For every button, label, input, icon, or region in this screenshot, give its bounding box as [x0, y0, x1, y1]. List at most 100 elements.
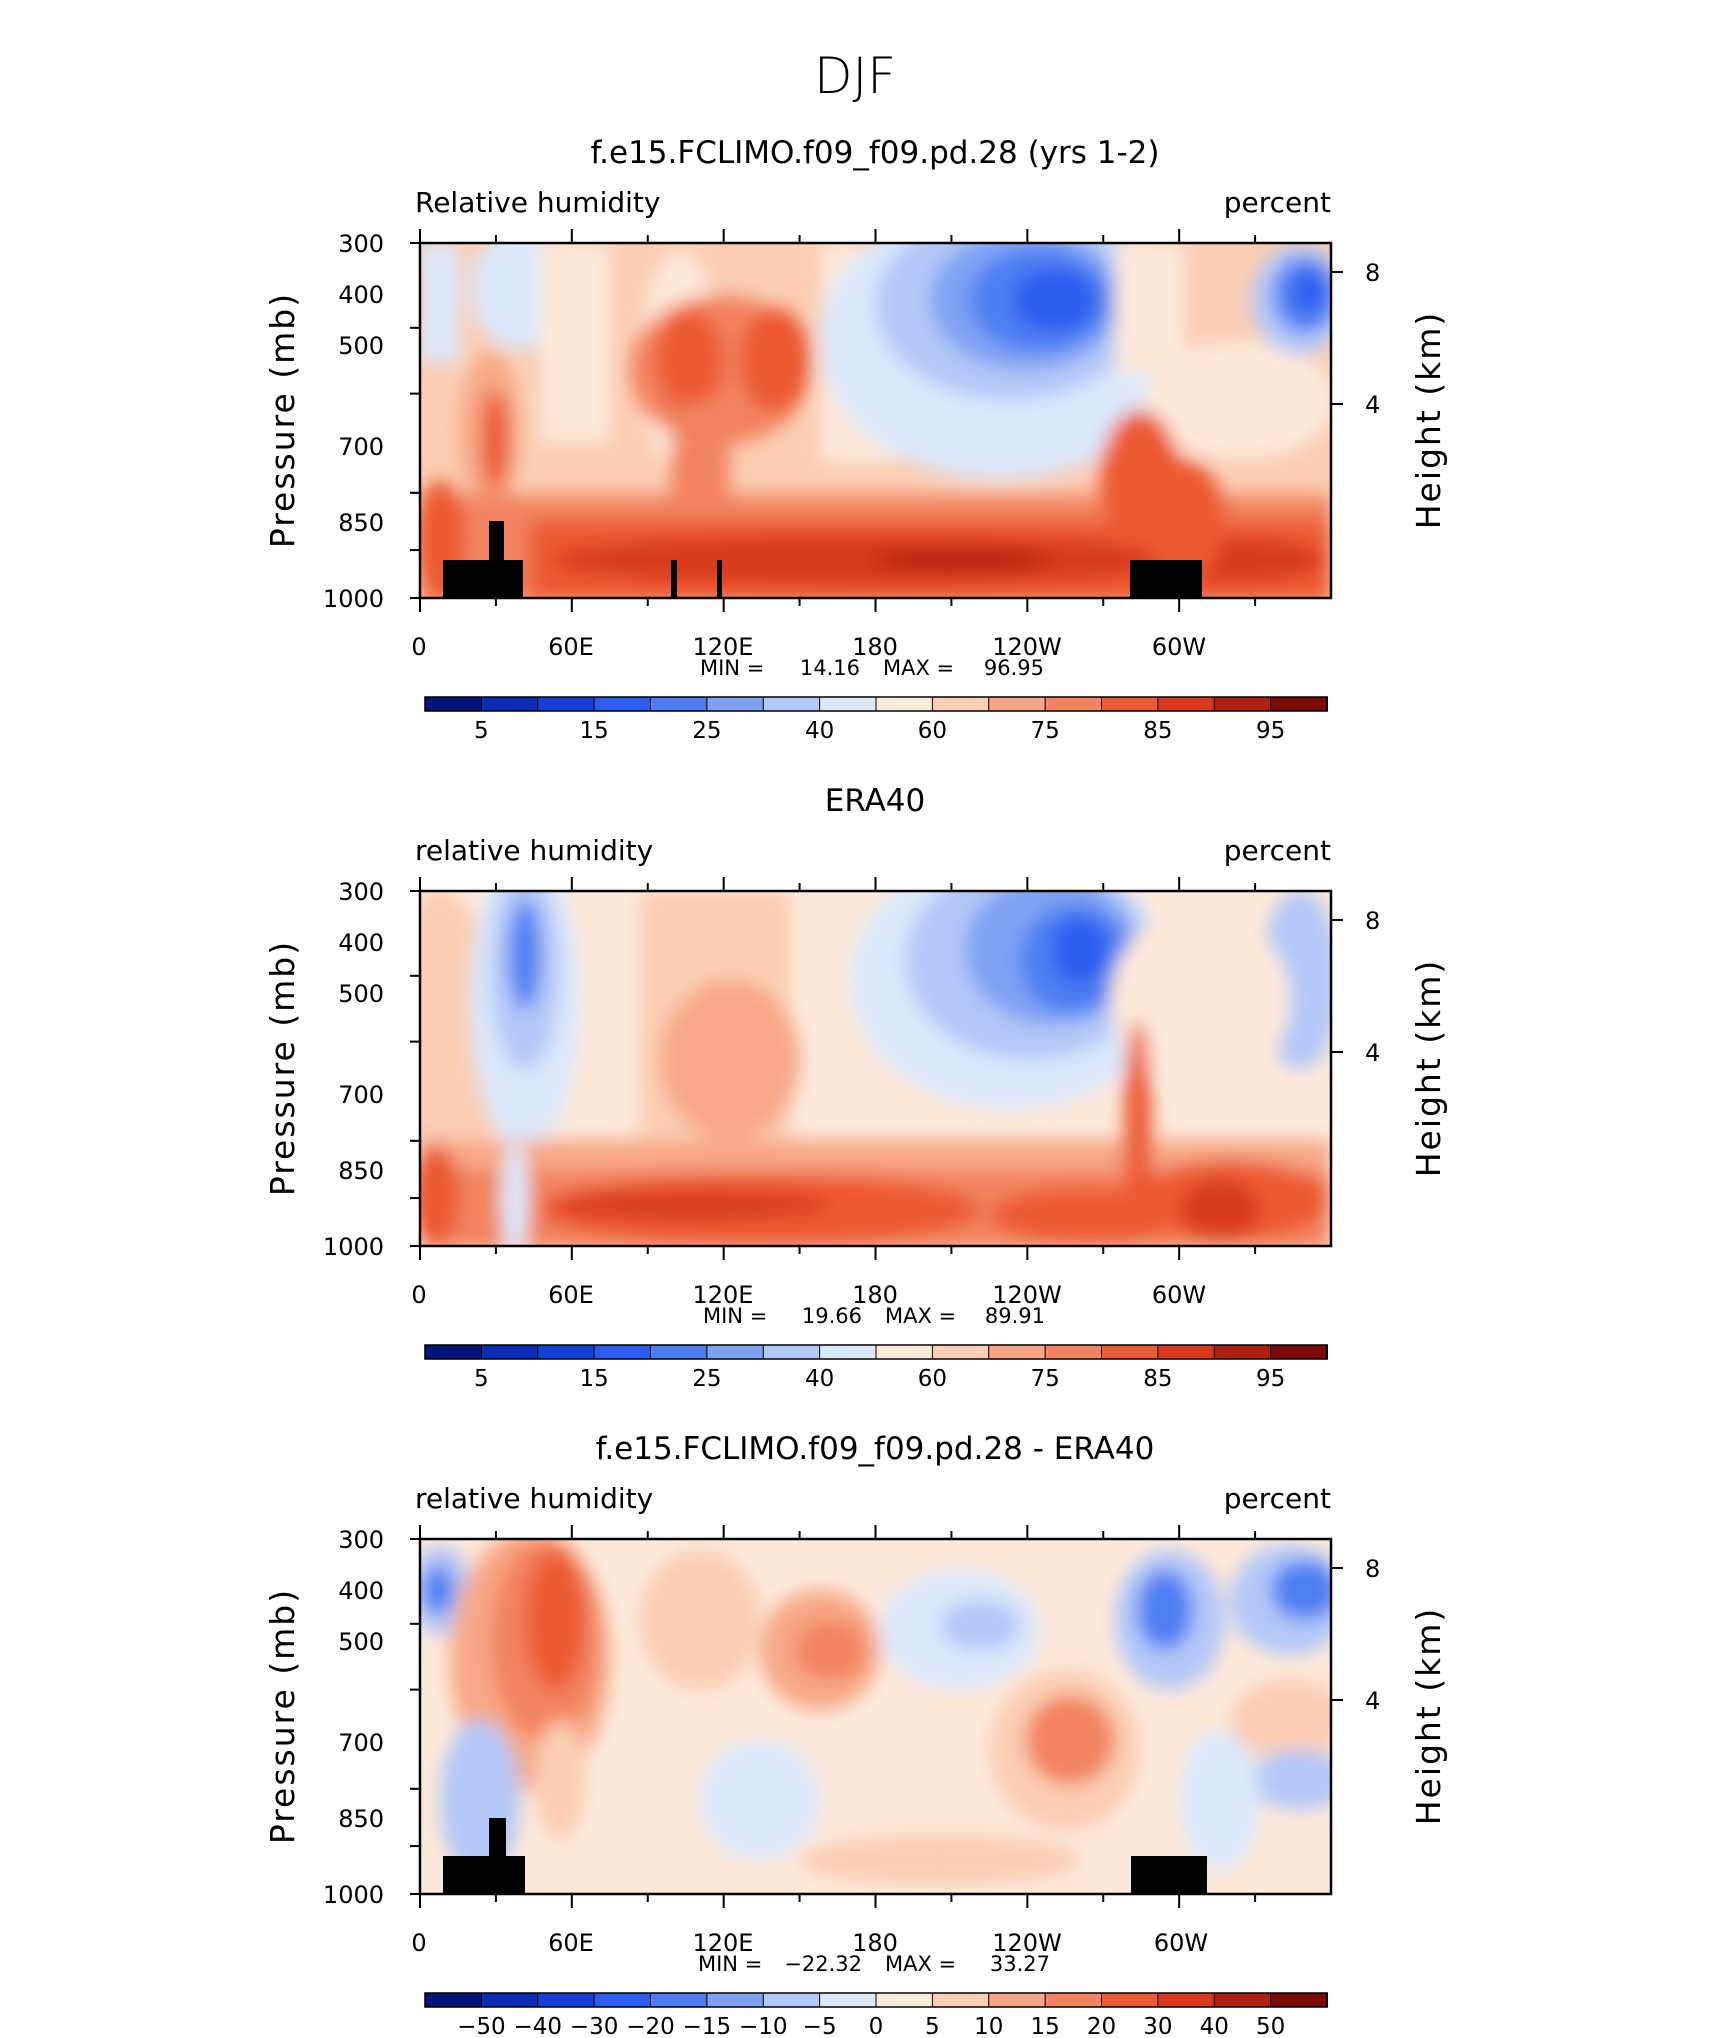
y-axis-left: 300 400 500 700 850 1000 Pressure (mb): [263, 230, 384, 613]
x-tick-label: 120W: [992, 633, 1062, 661]
colorbar-swatch: [1157, 1992, 1216, 2008]
colorbar-swatch: [1044, 1344, 1103, 1360]
y-axis-title: Pressure (mb): [263, 940, 302, 1196]
colorbar-label: 40: [1200, 2014, 1229, 2038]
colorbar-swatch: [480, 1344, 539, 1360]
y-tick-label: 500: [338, 980, 384, 1008]
panel-title: ERA40: [825, 783, 926, 819]
colorbar-label: −10: [739, 2014, 788, 2038]
colorbar-swatch: [424, 1344, 483, 1360]
colorbar-label: 25: [692, 1366, 721, 1392]
contour-field: [420, 1539, 1331, 1894]
colorbar-label: 15: [1030, 2014, 1059, 2038]
colorbar-swatch: [424, 1992, 483, 2008]
colorbar: 5 15 25 40 60 75 85 95: [424, 696, 1328, 744]
field-label: Relative humidity: [415, 186, 660, 219]
x-tick-label: 120E: [693, 1929, 754, 1957]
colorbar-swatch: [1270, 696, 1328, 712]
colorbar-swatch: [706, 1344, 765, 1360]
x-axis: 0 60E 120E 180 120W 60W: [411, 633, 1206, 661]
colorbar-swatch: [1101, 696, 1159, 712]
units-label: percent: [1224, 186, 1331, 219]
colorbar-swatch: [650, 1344, 708, 1360]
y-tick-label: 300: [338, 878, 384, 906]
colorbar-swatch: [819, 696, 877, 712]
colorbar-label: 40: [805, 1366, 834, 1392]
colorbar-frame: [424, 1992, 1328, 2008]
y-axis-title: Pressure (mb): [263, 1588, 302, 1844]
x-tick-label: 60W: [1152, 633, 1206, 661]
min-value: 14.16: [800, 656, 860, 680]
field-label: relative humidity: [415, 1482, 653, 1515]
x-tick-label: 120E: [693, 1281, 754, 1309]
y-axis-right: 8 4 Height (km): [1365, 259, 1448, 529]
colorbar-swatch: [424, 696, 483, 712]
colorbar-label: 5: [474, 718, 489, 744]
x-tick-label: 60W: [1152, 1281, 1206, 1309]
colorbar-label: 40: [805, 718, 834, 744]
y-tick-label: 700: [338, 433, 384, 461]
y-axis-left: 300 400 500 700 850 1000 Pressure (mb): [263, 1526, 384, 1909]
y-tick-label: 850: [338, 1805, 384, 1833]
colorbar-label: 15: [579, 718, 608, 744]
colorbar-swatch: [1101, 1344, 1159, 1360]
colorbar-swatch: [875, 1344, 934, 1360]
min-label: MIN =: [703, 1304, 767, 1328]
colorbar-label: −20: [626, 2014, 675, 2038]
colorbar-label: 0: [869, 2014, 884, 2038]
x-tick-label: 60E: [548, 633, 594, 661]
panel-model: f.e15.FCLIMO.f09_f09.pd.28 (yrs 1-2) Rel…: [263, 135, 1448, 744]
x-tick-label: 120E: [693, 633, 754, 661]
height-tick-label: 8: [1365, 259, 1380, 287]
max-value: 96.95: [984, 656, 1044, 680]
colorbar-swatch: [650, 696, 708, 712]
max-label: MAX =: [885, 1952, 956, 1976]
height-tick-label: 4: [1365, 391, 1380, 419]
min-label: MIN =: [698, 1952, 762, 1976]
y-axis-title: Pressure (mb): [263, 292, 302, 548]
y-right-axis-title: Height (km): [1409, 311, 1448, 530]
colorbar-swatch: [819, 1992, 877, 2008]
y-tick-label: 1000: [323, 585, 384, 613]
min-max-readout: MIN = 19.66 MAX = 89.91: [703, 1304, 1045, 1328]
colorbar-swatch: [480, 1992, 539, 2008]
colorbar-frame: [424, 696, 1328, 712]
colorbar-swatch: [1157, 696, 1216, 712]
x-tick-label: 180: [852, 1929, 898, 1957]
x-tick-label: 0: [411, 1281, 426, 1309]
height-tick-label: 4: [1365, 1039, 1380, 1067]
terrain-mask: [443, 521, 1202, 598]
colorbar-label: −15: [683, 2014, 732, 2038]
colorbar-label: 75: [1030, 1366, 1059, 1392]
y-right-axis-title: Height (km): [1409, 1607, 1448, 1826]
colorbar-swatch: [480, 696, 539, 712]
colorbar-swatch: [593, 1992, 652, 2008]
colorbar-label: 60: [918, 718, 947, 744]
colorbar-label: −40: [513, 2014, 562, 2038]
terrain-mask: [443, 1818, 1207, 1894]
y-tick-label: 700: [338, 1081, 384, 1109]
tick-marks: [410, 877, 1343, 1260]
page-title: DJF: [814, 47, 896, 105]
colorbar-swatch: [593, 696, 652, 712]
colorbar-label: 15: [579, 1366, 608, 1392]
x-tick-label: 180: [852, 633, 898, 661]
height-tick-label: 4: [1365, 1687, 1380, 1715]
panel-title: f.e15.FCLIMO.f09_f09.pd.28 (yrs 1-2): [590, 135, 1159, 171]
colorbar: −50 −40 −30 −20 −15 −10 −5 0 5 10 15 20 30 40 50: [424, 1992, 1328, 2038]
colorbar-swatch: [706, 1992, 765, 2008]
colorbar-swatch: [988, 696, 1047, 712]
x-tick-label: 0: [411, 633, 426, 661]
y-tick-label: 850: [338, 509, 384, 537]
max-label: MAX =: [883, 656, 954, 680]
y-tick-label: 500: [338, 332, 384, 360]
colorbar-swatch: [537, 1344, 596, 1360]
max-label: MAX =: [885, 1304, 956, 1328]
colorbar-swatch: [875, 696, 934, 712]
x-axis: 0 60E 120E 180 120W 60W: [411, 1281, 1206, 1309]
colorbar-swatch: [1044, 696, 1103, 712]
colorbar-swatch: [650, 1992, 708, 2008]
colorbar-swatch: [875, 1992, 934, 2008]
colorbar-swatch: [1270, 1344, 1328, 1360]
colorbar-swatch: [988, 1992, 1047, 2008]
